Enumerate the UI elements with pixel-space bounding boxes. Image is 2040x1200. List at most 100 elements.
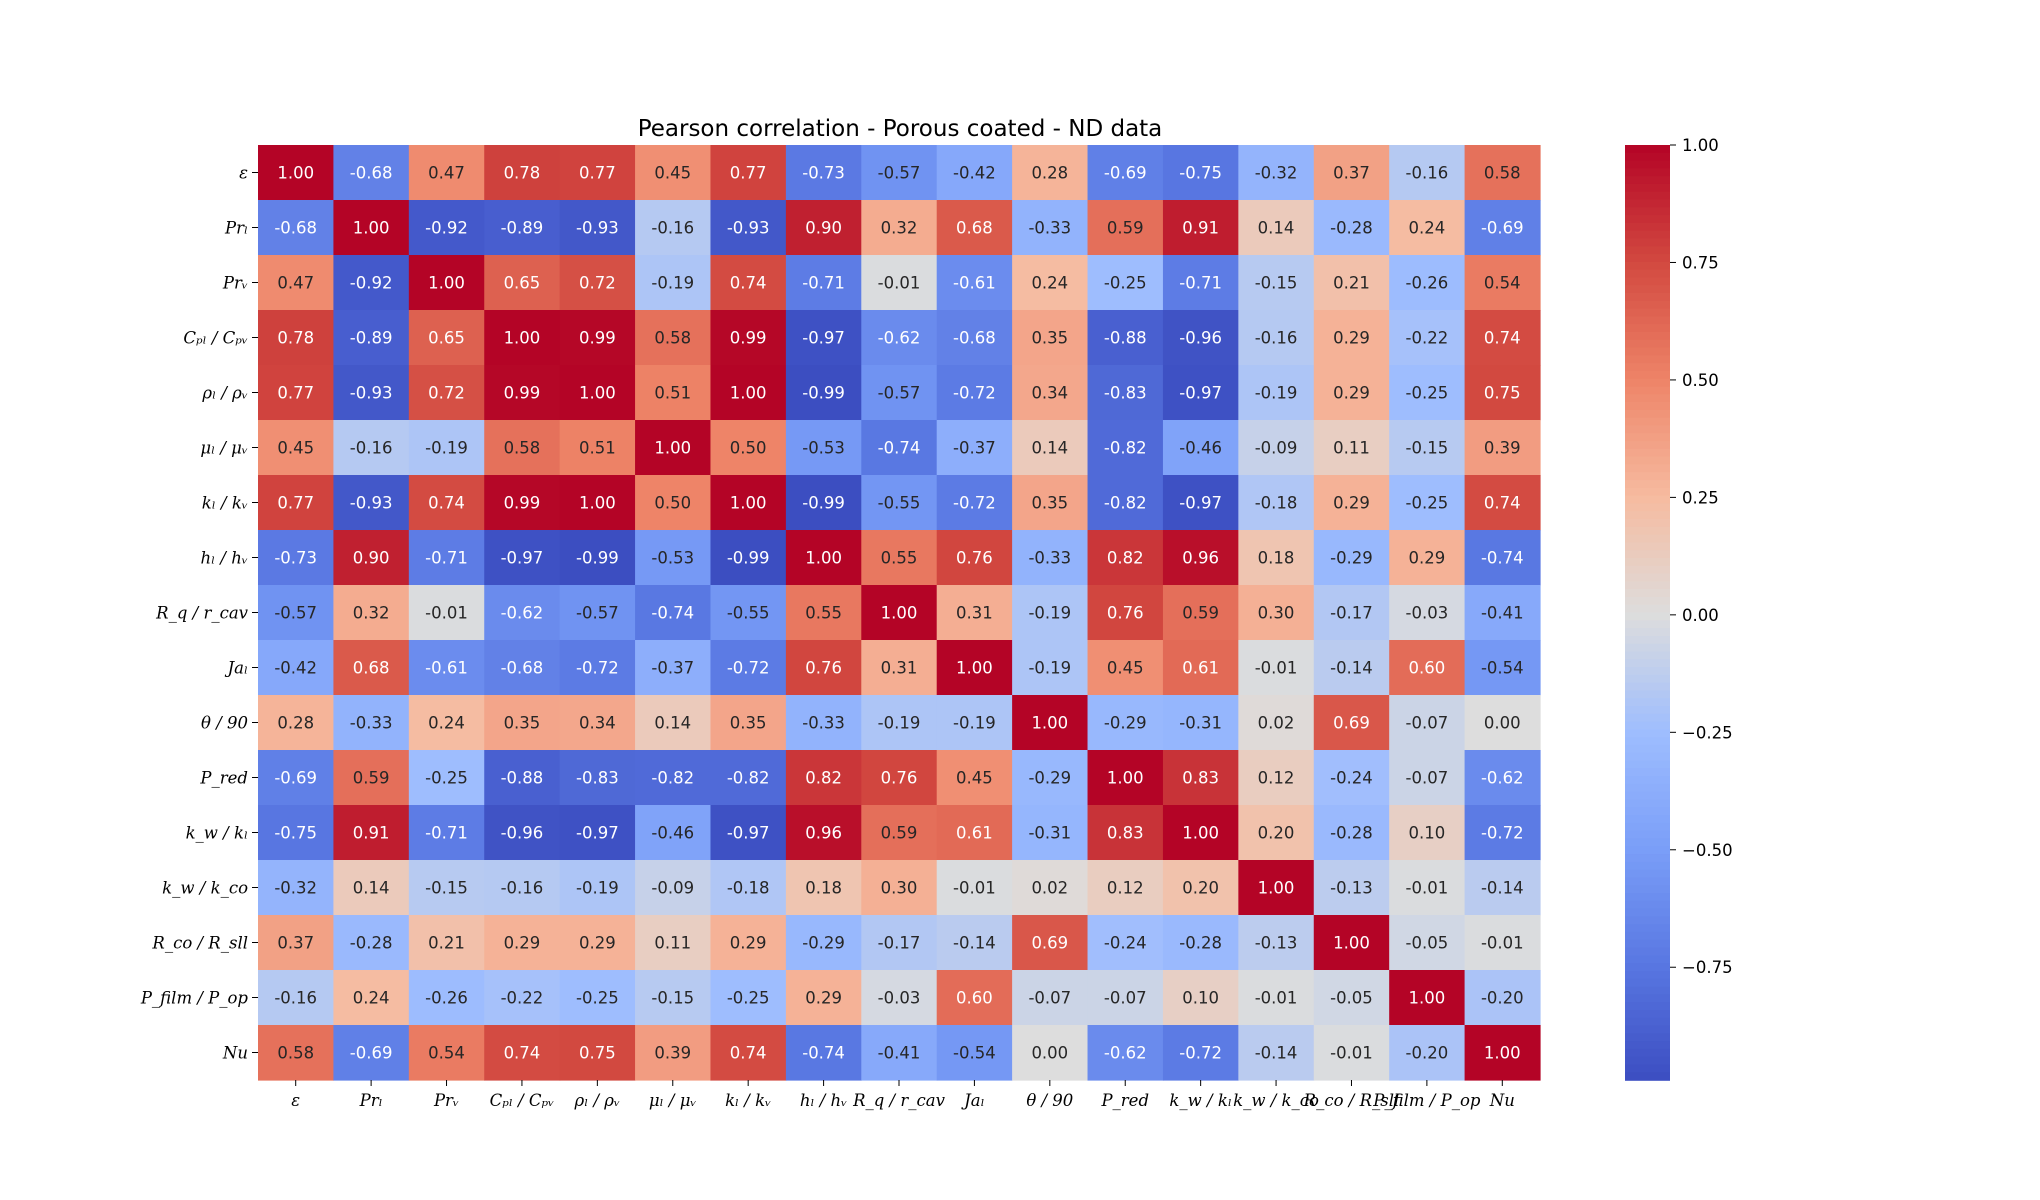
heatmap-cell	[710, 585, 787, 641]
cell-value-label: -0.26	[1406, 274, 1449, 293]
cell-value-label: 0.96	[1182, 549, 1219, 568]
colorbar-segment	[1625, 417, 1670, 427]
cell-value-label: 0.74	[1484, 329, 1521, 348]
cell-value-label: -0.72	[576, 659, 619, 678]
heatmap-cell	[1238, 145, 1315, 201]
cell-value-label: -0.54	[1481, 659, 1524, 678]
heatmap-cell	[1313, 750, 1390, 806]
cell-value-label: -0.33	[1028, 549, 1071, 568]
heatmap-cell	[408, 200, 485, 256]
heatmap-cell	[936, 640, 1013, 696]
heatmap-cell	[1389, 860, 1466, 916]
heatmap-cell	[1389, 145, 1466, 201]
cell-value-label: 1.00	[428, 274, 465, 293]
cell-value-label: -0.26	[425, 989, 468, 1008]
heatmap-cell	[710, 695, 787, 751]
colorbar-segment	[1625, 480, 1670, 489]
colorbar-segment	[1625, 565, 1670, 575]
heatmap-cell	[1238, 530, 1315, 586]
colorbar-segment	[1625, 1056, 1670, 1066]
cell-value-label: -0.15	[1406, 439, 1449, 458]
cell-value-label: 1.00	[353, 219, 390, 238]
colorbar-segment	[1625, 612, 1670, 622]
heatmap-cell	[484, 585, 561, 641]
colorbar-tick-label: 0.50	[1682, 371, 1719, 390]
heatmap-cell	[1464, 365, 1541, 421]
colorbar-segment	[1625, 581, 1670, 590]
cell-value-label: -0.61	[425, 659, 468, 678]
cell-value-label: -0.71	[802, 274, 845, 293]
cell-value-label: -0.22	[501, 989, 544, 1008]
colorbar-segment	[1625, 768, 1670, 777]
heatmap-cell	[635, 805, 712, 861]
heatmap-cell	[1162, 640, 1239, 696]
cell-value-label: -0.71	[425, 824, 468, 843]
cell-value-label: 0.14	[353, 879, 390, 898]
cell-value-label: 0.61	[1182, 659, 1219, 678]
heatmap-cell	[1313, 970, 1390, 1026]
cell-value-label: -0.55	[727, 604, 770, 623]
heatmap-cell	[1313, 585, 1390, 641]
x-tick-label: P_film / P_op	[1372, 1091, 1481, 1110]
heatmap-cell	[936, 255, 1013, 311]
cell-value-label: -0.15	[425, 879, 468, 898]
colorbar-segment	[1625, 355, 1670, 364]
cell-value-label: 0.10	[1409, 824, 1446, 843]
cell-value-label: 0.60	[956, 989, 993, 1008]
heatmap-cell	[333, 750, 410, 806]
heatmap-cell	[1012, 365, 1089, 421]
heatmap-cell	[408, 915, 485, 971]
heatmap-cell	[1162, 860, 1239, 916]
cell-value-label: -0.31	[1028, 824, 1071, 843]
x-tick-label: hₗ / hᵥ	[800, 1091, 847, 1110]
heatmap-cell	[333, 915, 410, 971]
cell-value-label: -0.92	[425, 219, 468, 238]
heatmap-cell	[1389, 420, 1466, 476]
colorbar: 1.00 0.75 0.50 0.25 0.00 −0.25 −0.50 −0.75	[1625, 136, 1733, 1081]
heatmap-cell	[1162, 475, 1239, 531]
colorbar-segment	[1625, 698, 1670, 707]
cell-value-label: 0.76	[805, 659, 842, 678]
heatmap-cell	[861, 970, 938, 1026]
colorbar-tick-label: 0.00	[1682, 606, 1719, 625]
heatmap-cell	[1162, 585, 1239, 641]
cell-value-label: -0.69	[1104, 164, 1147, 183]
colorbar-segment	[1625, 908, 1670, 918]
cell-value-label: 0.54	[1484, 274, 1521, 293]
cell-value-label: -0.96	[1179, 329, 1222, 348]
cell-value-label: 0.39	[654, 1044, 691, 1063]
heatmap-cell	[559, 585, 636, 641]
heatmap-cell	[710, 970, 787, 1026]
colorbar-segment	[1625, 861, 1670, 871]
cell-value-label: -0.74	[802, 1044, 845, 1063]
colorbar-segment	[1625, 1017, 1670, 1027]
heatmap-cell	[710, 200, 787, 256]
heatmap-cell	[408, 750, 485, 806]
cell-value-label: -0.28	[1179, 934, 1222, 953]
heatmap-cell	[861, 915, 938, 971]
heatmap-cell	[1238, 860, 1315, 916]
heatmap-cell	[1313, 420, 1390, 476]
heatmap-cell	[258, 805, 335, 861]
heatmap-cell	[559, 475, 636, 531]
cell-value-label: 0.74	[730, 274, 767, 293]
cell-value-label: 0.24	[428, 714, 465, 733]
heatmap-cell	[1087, 805, 1164, 861]
heatmap-cell	[785, 530, 862, 586]
heatmap-cell	[258, 1025, 335, 1081]
cell-value-label: -0.33	[350, 714, 393, 733]
x-tick-label: Prₗ	[359, 1091, 383, 1110]
cell-value-label: 0.96	[805, 824, 842, 843]
cell-value-label: 1.00	[730, 384, 767, 403]
cell-value-label: -0.14	[953, 934, 996, 953]
heatmap-cell	[559, 750, 636, 806]
colorbar-segment	[1625, 830, 1670, 840]
colorbar-segment	[1625, 659, 1670, 668]
cell-value-label: -0.28	[1330, 824, 1373, 843]
colorbar-segment	[1625, 339, 1670, 349]
heatmap-cell	[861, 860, 938, 916]
cell-value-label: -0.18	[1255, 494, 1298, 513]
cell-value-label: 0.14	[1031, 439, 1068, 458]
colorbar-segment	[1625, 628, 1670, 637]
heatmap-cell	[258, 530, 335, 586]
